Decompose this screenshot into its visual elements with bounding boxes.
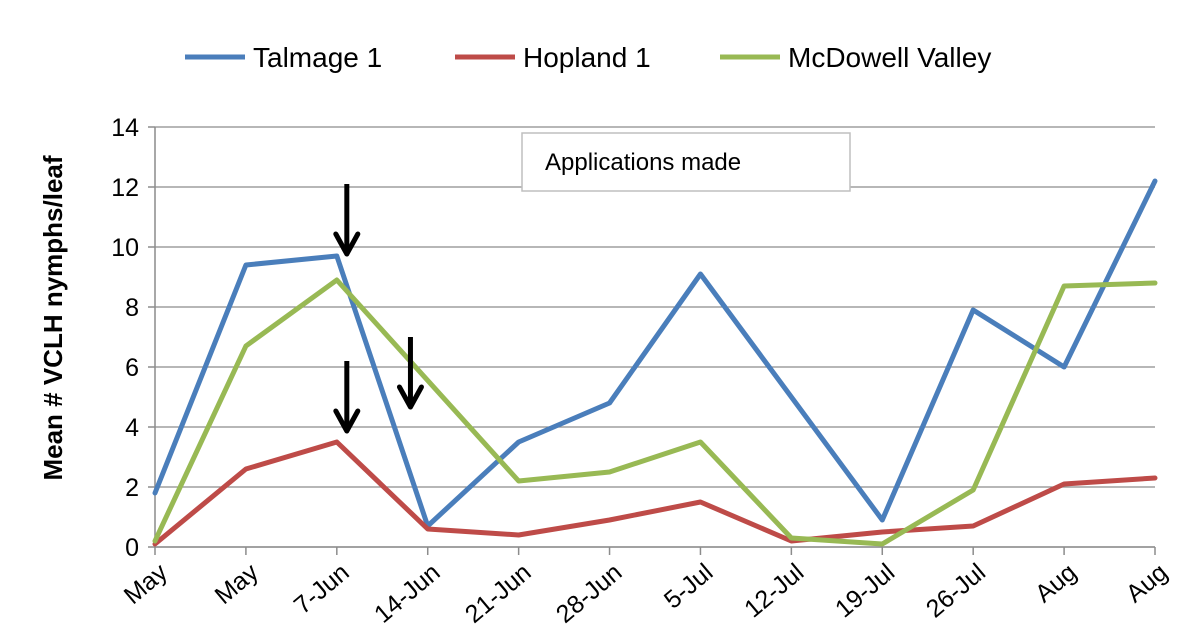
x-tick-label: 14-Jun — [369, 558, 446, 629]
y-tick-label: 8 — [125, 294, 139, 322]
arrow-head — [333, 231, 361, 257]
x-tick-labels: May May 7-Jun 14-Jun 21-Jun 28-Jun 5-Jul 12-Jul… — [119, 558, 1173, 629]
arrow-head — [333, 408, 361, 434]
x-tick-label: 12-Jul — [739, 558, 809, 623]
annotation: Applications made — [521, 132, 851, 192]
legend: Talmage 1 Hopland 1 McDowell Valley — [185, 42, 991, 73]
legend-label: Hopland 1 — [523, 42, 651, 73]
x-tick-label: 21-Jun — [460, 558, 537, 629]
x-tick-label: May — [210, 558, 265, 610]
series-line — [152, 178, 1158, 529]
arrow-head — [396, 384, 424, 410]
legend-label: McDowell Valley — [788, 42, 991, 73]
series-lines — [152, 178, 1158, 547]
x-tick-label: Aug — [1121, 558, 1173, 608]
x-tick-label: 5-Jul — [659, 558, 719, 614]
down-arrow — [396, 337, 424, 410]
annotation-box — [521, 132, 851, 192]
x-tick-label: 7-Jun — [289, 558, 355, 620]
x-tick-label: 28-Jun — [551, 558, 628, 629]
legend-label: Talmage 1 — [253, 42, 382, 73]
x-tick-label: 26-Jul — [921, 558, 991, 623]
y-tick-label: 12 — [111, 174, 139, 202]
x-tick-label: Aug — [1030, 558, 1082, 608]
x-tick-label: 19-Jul — [830, 558, 900, 623]
y-axis-label: Mean # VCLH nymphs/leaf — [38, 155, 68, 480]
y-tick-label: 4 — [125, 414, 139, 442]
gridlines — [155, 126, 1155, 548]
y-tick-label: 14 — [111, 114, 139, 142]
down-arrow — [333, 184, 361, 257]
y-tick-labels: 0 2 4 6 8 10 12 14 — [111, 114, 139, 562]
series-line — [152, 439, 1158, 547]
application-arrows — [333, 184, 424, 434]
y-tick-label: 10 — [111, 234, 139, 262]
annotation-text: Applications made — [545, 149, 741, 176]
series-line — [152, 277, 1158, 547]
y-tick-label: 6 — [125, 354, 139, 382]
axes — [148, 126, 1156, 555]
y-tick-label: 0 — [125, 534, 139, 562]
x-tick-label: May — [119, 558, 174, 610]
down-arrow — [333, 361, 361, 434]
y-tick-label: 2 — [125, 474, 139, 502]
